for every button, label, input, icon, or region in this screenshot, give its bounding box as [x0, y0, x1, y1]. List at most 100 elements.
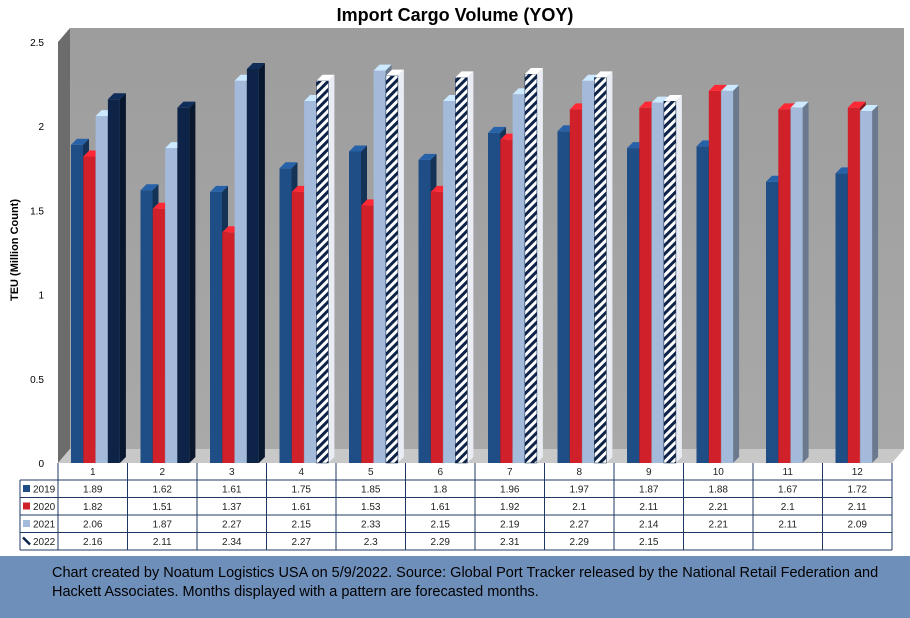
bar-front: [847, 107, 860, 464]
chart: Import Cargo Volume (YOY) TEU (Million C…: [9, 5, 904, 551]
data-label: 1.51: [153, 502, 173, 513]
bar-front: [790, 107, 803, 464]
bar: [177, 101, 196, 464]
bar-front: [569, 109, 582, 464]
bar-top: [418, 153, 437, 160]
bar-top: [663, 94, 682, 101]
y-tick-label: 0.5: [30, 375, 44, 386]
data-label: 2.21: [709, 502, 729, 513]
bar-top: [279, 162, 298, 169]
bar: [721, 84, 740, 463]
data-label: 2.14: [639, 520, 659, 531]
bar-front: [385, 75, 399, 464]
bar-top: [246, 62, 265, 69]
legend-label: 2019: [33, 485, 56, 496]
y-tick-label: 1: [38, 291, 44, 302]
data-label: 2.19: [500, 520, 520, 531]
bar-front: [291, 191, 304, 463]
x-tick-label: 11: [783, 467, 794, 478]
x-tick-label: 1: [90, 467, 96, 478]
bar-top: [349, 145, 367, 152]
bars: [71, 62, 879, 464]
x-tick-label: 3: [229, 467, 235, 478]
data-label: 1.97: [570, 485, 590, 496]
legend-key: [23, 502, 30, 510]
bar-front: [639, 107, 652, 464]
bar-front: [500, 139, 513, 463]
y-tick-label: 1.5: [30, 206, 44, 217]
bar-side: [328, 74, 335, 464]
bar: [594, 71, 613, 464]
bar-front: [107, 99, 120, 464]
data-label: 1.37: [222, 502, 242, 513]
data-label: 2.15: [639, 537, 659, 548]
legend-label: 2020: [33, 502, 56, 513]
data-label: 1.72: [848, 485, 868, 496]
bar-side: [675, 94, 682, 463]
data-label: 1.53: [361, 502, 381, 513]
data-label: 2.11: [639, 502, 658, 513]
bar-side: [258, 62, 265, 463]
bar-front: [696, 146, 709, 463]
data-label: 2.33: [361, 520, 381, 531]
legend-key: [23, 520, 30, 527]
data-label: 1.88: [709, 485, 729, 496]
bar-top: [847, 101, 866, 108]
chart-title: Import Cargo Volume (YOY): [337, 5, 574, 25]
data-label: 1.87: [153, 520, 173, 531]
data-label: 2.15: [431, 520, 451, 531]
bar-front: [140, 190, 153, 463]
bar-front: [721, 90, 734, 463]
data-label: 2.31: [500, 537, 520, 548]
back-wall: [70, 28, 904, 449]
data-label: 2.15: [292, 520, 312, 531]
bar-front: [304, 100, 317, 463]
bar-top: [790, 101, 809, 108]
bar: [524, 67, 543, 464]
bar: [246, 62, 265, 463]
y-tick-label: 2.5: [30, 38, 44, 49]
data-label: 2.29: [431, 537, 451, 548]
data-label: 1.96: [500, 485, 520, 496]
data-label: 2.1: [572, 502, 586, 513]
data-label: 1.87: [639, 485, 659, 496]
bar-top: [524, 67, 543, 74]
bar-front: [557, 131, 570, 463]
bar-top: [708, 84, 727, 91]
data-label: 2.06: [83, 520, 103, 531]
bar-top: [71, 138, 89, 145]
bar-side: [189, 101, 196, 464]
bar-side: [536, 67, 543, 463]
legend-label: 2022: [33, 537, 56, 548]
legend-key: [23, 485, 30, 492]
data-label: 1.85: [361, 485, 381, 496]
bar: [455, 71, 474, 464]
data-label: 2.11: [153, 537, 172, 548]
data-label: 2.09: [848, 520, 868, 531]
data-label: 1.92: [500, 502, 520, 513]
bar-top: [373, 64, 392, 71]
bar-top: [721, 84, 740, 91]
data-label: 1.61: [222, 485, 242, 496]
bar-front: [210, 191, 222, 463]
bar-front: [524, 73, 538, 464]
bar-front: [279, 168, 292, 464]
side-wall: [58, 28, 70, 463]
x-tick-label: 8: [576, 467, 582, 478]
data-label: 2.11: [778, 520, 797, 531]
data-label: 2.3: [364, 537, 378, 548]
bar-front: [430, 191, 443, 463]
bar-front: [443, 100, 456, 463]
y-axis-ticks: 0 0.5 1 1.5 2 2.5: [30, 38, 44, 470]
data-label: 2.29: [570, 537, 590, 548]
data-label: 1.67: [778, 485, 798, 496]
bar-side: [119, 93, 126, 464]
legend-key: [22, 536, 31, 546]
footer-note: Chart created by Noatum Logistics USA on…: [0, 556, 910, 618]
data-label: 2.16: [83, 537, 103, 548]
bar-front: [860, 111, 873, 463]
bar-front: [361, 205, 374, 463]
bar-top: [385, 69, 404, 76]
y-axis-label: TEU (Million Count): [9, 199, 21, 301]
bar-front: [71, 144, 83, 463]
